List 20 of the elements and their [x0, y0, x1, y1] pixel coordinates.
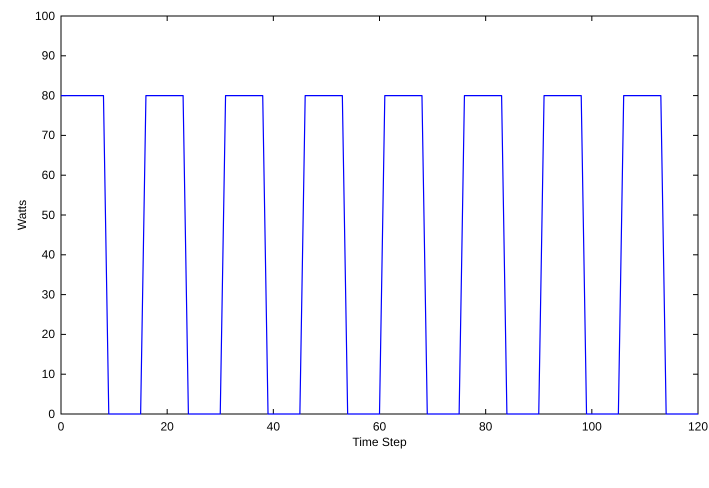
x-tick-label: 100 — [582, 420, 602, 434]
y-tick-label: 30 — [42, 287, 56, 302]
y-tick-label: 80 — [42, 88, 56, 102]
x-tick-label: 80 — [478, 420, 493, 434]
y-tick-label: 90 — [42, 48, 56, 63]
y-tick-label: 70 — [42, 128, 56, 142]
x-tick-label: 40 — [266, 420, 280, 434]
x-tick-label: 120 — [688, 420, 708, 434]
x-tick-label: 20 — [160, 420, 174, 434]
y-tick-label: 0 — [48, 406, 56, 421]
x-tick-label: 60 — [372, 420, 386, 434]
y-axis-title: Watts — [15, 200, 29, 230]
y-tick-label: 60 — [42, 168, 56, 182]
y-tick-label: 20 — [42, 327, 56, 342]
y-tick-label: 50 — [42, 208, 56, 222]
x-axis-title: Time Step — [352, 435, 407, 449]
y-tick-label: 10 — [42, 367, 56, 382]
y-tick-label: 40 — [42, 248, 56, 262]
y-tick-label: 100 — [34, 8, 56, 23]
x-tick-label: 0 — [58, 420, 65, 434]
